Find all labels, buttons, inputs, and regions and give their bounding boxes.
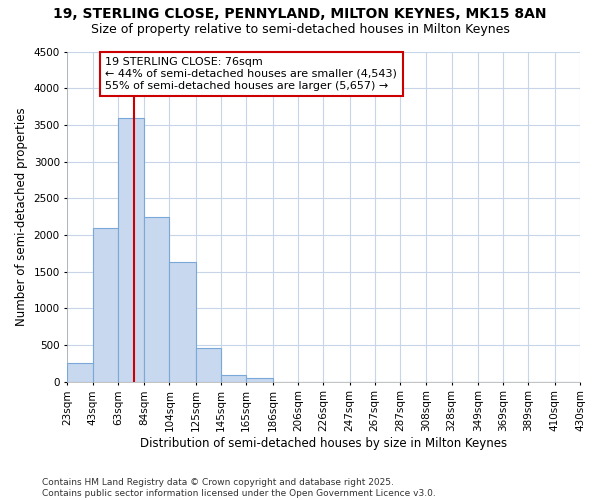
Bar: [67, 362, 92, 382]
Bar: [118, 118, 144, 382]
Bar: [92, 228, 118, 382]
Text: 19, STERLING CLOSE, PENNYLAND, MILTON KEYNES, MK15 8AN: 19, STERLING CLOSE, PENNYLAND, MILTON KE…: [53, 8, 547, 22]
X-axis label: Distribution of semi-detached houses by size in Milton Keynes: Distribution of semi-detached houses by …: [140, 437, 507, 450]
Y-axis label: Number of semi-detached properties: Number of semi-detached properties: [15, 108, 28, 326]
Bar: [246, 378, 273, 382]
Bar: [196, 348, 221, 382]
Bar: [169, 262, 196, 382]
Bar: [144, 216, 169, 382]
Text: 19 STERLING CLOSE: 76sqm
← 44% of semi-detached houses are smaller (4,543)
55% o: 19 STERLING CLOSE: 76sqm ← 44% of semi-d…: [105, 58, 397, 90]
Bar: [221, 375, 246, 382]
Text: Contains HM Land Registry data © Crown copyright and database right 2025.
Contai: Contains HM Land Registry data © Crown c…: [42, 478, 436, 498]
Text: Size of property relative to semi-detached houses in Milton Keynes: Size of property relative to semi-detach…: [91, 22, 509, 36]
